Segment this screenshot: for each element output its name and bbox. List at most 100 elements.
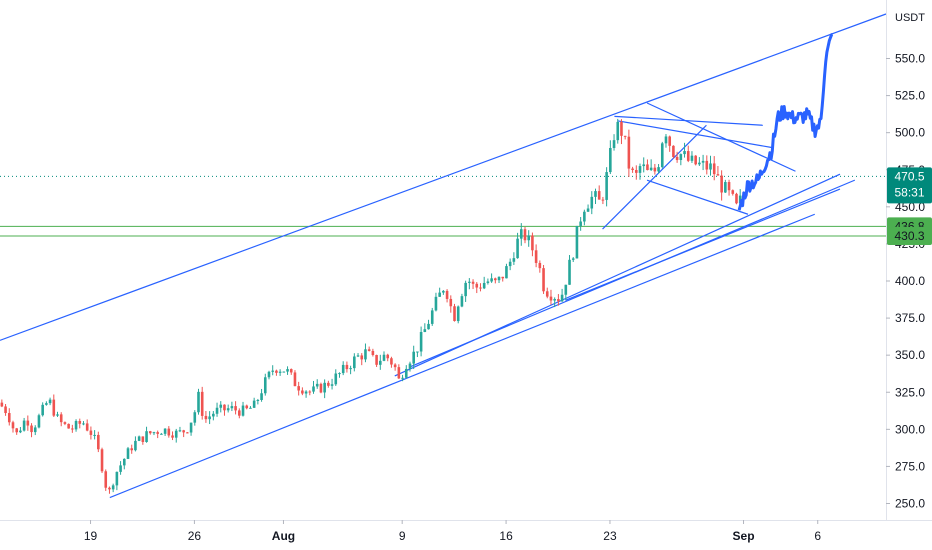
- candle-body: [115, 471, 119, 486]
- candle-body: [612, 140, 616, 148]
- candle-body: [189, 422, 193, 433]
- candle-body: [534, 250, 538, 263]
- candle-body: [568, 259, 571, 285]
- candle-body: [430, 310, 434, 324]
- candle-body: [334, 373, 338, 385]
- time-axis[interactable]: 19 26 Aug 9 16 23 Sep 6: [0, 520, 932, 543]
- candle-body: [67, 423, 70, 429]
- y-tick-label: 375.0: [895, 311, 925, 325]
- candle-body: [289, 369, 293, 373]
- x-tick-label: 19: [84, 529, 98, 543]
- candle-body: [48, 399, 52, 404]
- candle-body: [353, 356, 356, 369]
- candle-body: [85, 423, 89, 431]
- candle-body: [41, 404, 44, 416]
- candle-body: [423, 329, 427, 333]
- candle-body: [111, 485, 115, 490]
- candle-body: [497, 276, 501, 281]
- candle-body: [327, 382, 330, 386]
- candle-body: [204, 415, 208, 420]
- candle-body: [690, 155, 694, 161]
- candle-body: [445, 290, 449, 299]
- candle-body: [304, 391, 308, 394]
- candle-body: [345, 364, 349, 370]
- candle-body: [527, 235, 531, 241]
- candle-body: [434, 296, 438, 311]
- candle-body: [297, 386, 300, 391]
- candle-body: [267, 371, 271, 378]
- candle-body: [126, 448, 130, 459]
- candle-body: [293, 372, 297, 387]
- candle-body: [178, 430, 182, 432]
- candle-body: [152, 432, 156, 434]
- candle-body: [553, 299, 556, 301]
- candle-body: [234, 406, 237, 411]
- candle-body: [583, 211, 586, 222]
- candle-body: [241, 405, 245, 416]
- candle-body: [412, 351, 415, 364]
- trendline[interactable]: [646, 179, 749, 215]
- trendline[interactable]: [602, 124, 707, 230]
- candle-body: [145, 431, 148, 442]
- candle-body: [609, 147, 612, 173]
- x-tick-label: 26: [188, 529, 202, 543]
- candle-body: [408, 363, 412, 369]
- candle-body: [390, 358, 393, 365]
- candle-body: [167, 428, 171, 436]
- candle-body: [508, 261, 512, 267]
- candle-body: [542, 268, 545, 292]
- candle-body: [174, 430, 178, 438]
- candle-body: [597, 191, 601, 200]
- countdown-timer: 58:31: [894, 185, 924, 199]
- trendline[interactable]: [617, 120, 772, 149]
- recent-price-line[interactable]: [737, 33, 834, 211]
- trendline[interactable]: [109, 213, 815, 499]
- candle-body: [505, 266, 508, 279]
- candle-body: [63, 422, 67, 424]
- candle-body: [134, 440, 137, 451]
- candle-body: [724, 182, 727, 193]
- candle-body: [52, 399, 56, 416]
- candle-body: [557, 299, 560, 302]
- price-axis[interactable]: USDT 250.0 275.0 300.0 325.0 350.0 375.0 400.0…: [886, 0, 925, 520]
- candles: [0, 118, 742, 494]
- candle-body: [223, 404, 226, 411]
- candle-body: [349, 368, 352, 370]
- x-tick-label: Aug: [272, 529, 295, 543]
- plot-area[interactable]: [0, 13, 887, 499]
- trendline[interactable]: [0, 13, 887, 341]
- candle-body: [182, 430, 185, 433]
- candle-body: [208, 416, 211, 420]
- candle-body: [4, 406, 7, 414]
- candle-body: [330, 384, 334, 386]
- candle-body: [490, 278, 493, 282]
- candle-body: [449, 298, 453, 307]
- candle-body: [338, 373, 341, 375]
- x-tick-label: Sep: [733, 529, 755, 543]
- candle-body: [668, 136, 671, 146]
- candle-body: [679, 154, 683, 161]
- y-tick-label: 275.0: [895, 459, 925, 473]
- level-badge-value: 430.3: [894, 229, 924, 243]
- candle-body: [646, 164, 649, 171]
- candle-body: [564, 284, 568, 295]
- candle-body: [130, 448, 134, 451]
- candle-body: [82, 423, 85, 425]
- candle-body: [601, 199, 605, 201]
- candle-body: [531, 235, 534, 251]
- candle-body: [256, 399, 260, 401]
- candle-body: [631, 168, 634, 171]
- x-tick-label: 23: [603, 529, 617, 543]
- y-tick-label: 550.0: [895, 52, 925, 66]
- trendline[interactable]: [565, 188, 841, 301]
- candle-body: [315, 383, 319, 387]
- candle-body: [627, 136, 631, 169]
- trendline[interactable]: [614, 115, 763, 126]
- candle-body: [642, 164, 646, 167]
- candle-body: [456, 306, 460, 322]
- candle-body: [78, 420, 82, 424]
- candle-body: [367, 349, 371, 351]
- candle-body: [453, 306, 456, 322]
